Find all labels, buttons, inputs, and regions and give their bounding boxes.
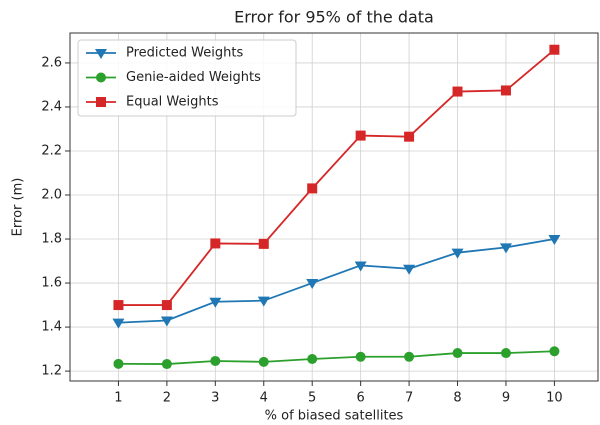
marker [160,316,173,327]
marker [452,348,463,359]
marker [161,359,172,370]
y-tick-label: 1.2 [41,364,62,379]
plot-frame [69,32,599,382]
y-tick-label: 1.6 [41,276,62,291]
y-tick-label: 2.0 [41,188,62,203]
x-tick-label: 2 [163,391,171,406]
x-tick-label: 10 [546,391,563,406]
marker [210,238,221,249]
x-tick-label: 5 [308,391,316,406]
marker [452,86,463,97]
marker [404,351,415,362]
marker [112,318,125,329]
legend-label: Predicted Weights [126,46,243,61]
marker [500,348,511,359]
marker [500,85,511,96]
marker [258,238,269,249]
marker [549,44,560,55]
y-axis-label: Error (m) [11,178,26,237]
x-tick-label: 6 [357,391,365,406]
y-tick-label: 1.8 [41,232,62,247]
marker [307,353,318,364]
marker [113,300,124,311]
legend-box [77,39,297,117]
y-tick-label: 2.6 [41,55,62,70]
series-line [118,238,555,324]
legend-marker [96,72,106,83]
marker [113,358,124,369]
x-tick-label: 1 [114,391,122,406]
marker [403,264,416,275]
marker [257,296,270,307]
y-tick-label: 2.2 [41,143,62,158]
marker [355,130,366,141]
marker [307,183,318,194]
marker [548,235,561,246]
legend-label: Genie-aided Weights [126,70,261,85]
series-line [118,49,555,306]
legend-marker [95,49,107,59]
marker [499,243,512,254]
x-tick-label: 3 [211,391,219,406]
x-tick-label: 4 [260,391,268,406]
marker [451,248,464,259]
x-axis-label: % of biased satellites [265,409,404,424]
marker [210,355,221,366]
x-tick-label: 7 [405,391,413,406]
y-tick-label: 2.4 [41,99,62,114]
x-tick-label: 9 [502,391,510,406]
marker [404,131,415,142]
marker [306,279,319,290]
marker [258,356,269,367]
y-tick-label: 1.4 [41,320,62,335]
legend-label: Equal Weights [126,95,219,110]
marker [355,351,366,362]
marker [209,297,222,308]
marker [549,346,560,357]
legend-marker [96,97,106,107]
marker [161,300,172,311]
x-tick-label: 8 [453,391,461,406]
marker [354,261,367,272]
chart-title: Error for 95% of the data [234,8,434,27]
series-line [118,350,555,365]
